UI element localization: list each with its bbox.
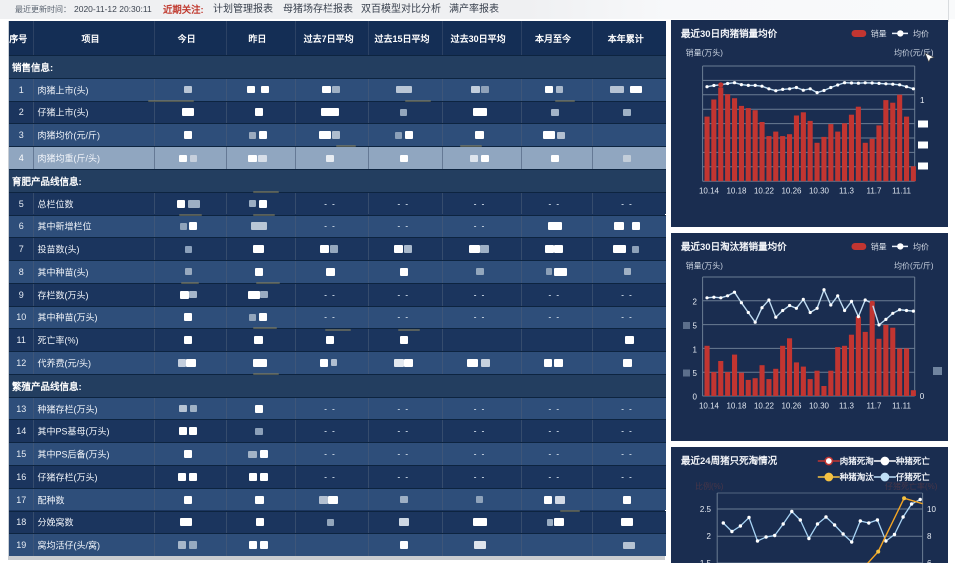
- svg-text:11.11: 11.11: [892, 187, 911, 196]
- svg-text:6: 6: [927, 559, 932, 563]
- svg-text:5: 5: [693, 322, 698, 331]
- svg-text:仔猪死亡: 仔猪死亡: [896, 472, 931, 482]
- svg-text:10.14: 10.14: [699, 401, 720, 410]
- svg-text:10.22: 10.22: [754, 187, 775, 196]
- svg-text:肉猪死淘: 肉猪死淘: [840, 456, 875, 466]
- svg-text:10.14: 10.14: [699, 187, 720, 196]
- svg-text:8: 8: [927, 532, 932, 541]
- svg-text:最近30日淘汰猪销量均价: 最近30日淘汰猪销量均价: [681, 241, 787, 253]
- svg-text:最近24周猪只死淘情况: 最近24周猪只死淘情况: [681, 455, 778, 467]
- svg-text:均价(元/斤): 均价(元/斤): [894, 48, 934, 58]
- svg-text:11.7: 11.7: [867, 401, 883, 410]
- svg-text:11.11: 11.11: [892, 401, 911, 410]
- svg-text:5: 5: [693, 369, 698, 378]
- svg-text:1: 1: [693, 345, 698, 354]
- svg-text:0: 0: [920, 392, 925, 401]
- svg-text:10.26: 10.26: [781, 401, 802, 410]
- svg-text:10.30: 10.30: [809, 187, 830, 196]
- svg-text:比例(%): 比例(%): [695, 481, 724, 491]
- svg-text:2: 2: [693, 298, 698, 307]
- svg-text:11.3: 11.3: [839, 187, 855, 196]
- svg-text:11.3: 11.3: [839, 401, 855, 410]
- svg-text:10.18: 10.18: [726, 401, 747, 410]
- svg-text:均价(元/斤): 均价(元/斤): [894, 261, 934, 271]
- svg-text:0: 0: [693, 392, 698, 401]
- svg-text:种猪淘汰: 种猪淘汰: [839, 472, 875, 482]
- svg-text:均价: 均价: [913, 28, 929, 38]
- svg-text:10: 10: [927, 505, 936, 514]
- svg-text:销量: 销量: [871, 241, 887, 251]
- svg-text:10.18: 10.18: [726, 187, 747, 196]
- svg-text:最近30日肉猪销量均价: 最近30日肉猪销量均价: [681, 28, 778, 40]
- svg-text:2: 2: [707, 532, 712, 541]
- svg-text:1: 1: [920, 96, 925, 105]
- svg-text:1.5: 1.5: [700, 559, 712, 563]
- svg-text:11.7: 11.7: [867, 187, 883, 196]
- svg-text:种猪死亡: 种猪死亡: [895, 456, 931, 466]
- svg-text:10.26: 10.26: [781, 187, 802, 196]
- svg-text:10.30: 10.30: [809, 401, 830, 410]
- svg-text:均价: 均价: [913, 241, 929, 251]
- svg-text:销量: 销量: [871, 28, 887, 38]
- svg-text:销量(万头): 销量(万头): [686, 261, 724, 271]
- svg-text:仔猪死亡率(%): 仔猪死亡率(%): [885, 481, 938, 491]
- svg-text:10.22: 10.22: [754, 401, 775, 410]
- svg-text:销量(万头): 销量(万头): [686, 48, 724, 58]
- svg-text:2.5: 2.5: [700, 505, 712, 514]
